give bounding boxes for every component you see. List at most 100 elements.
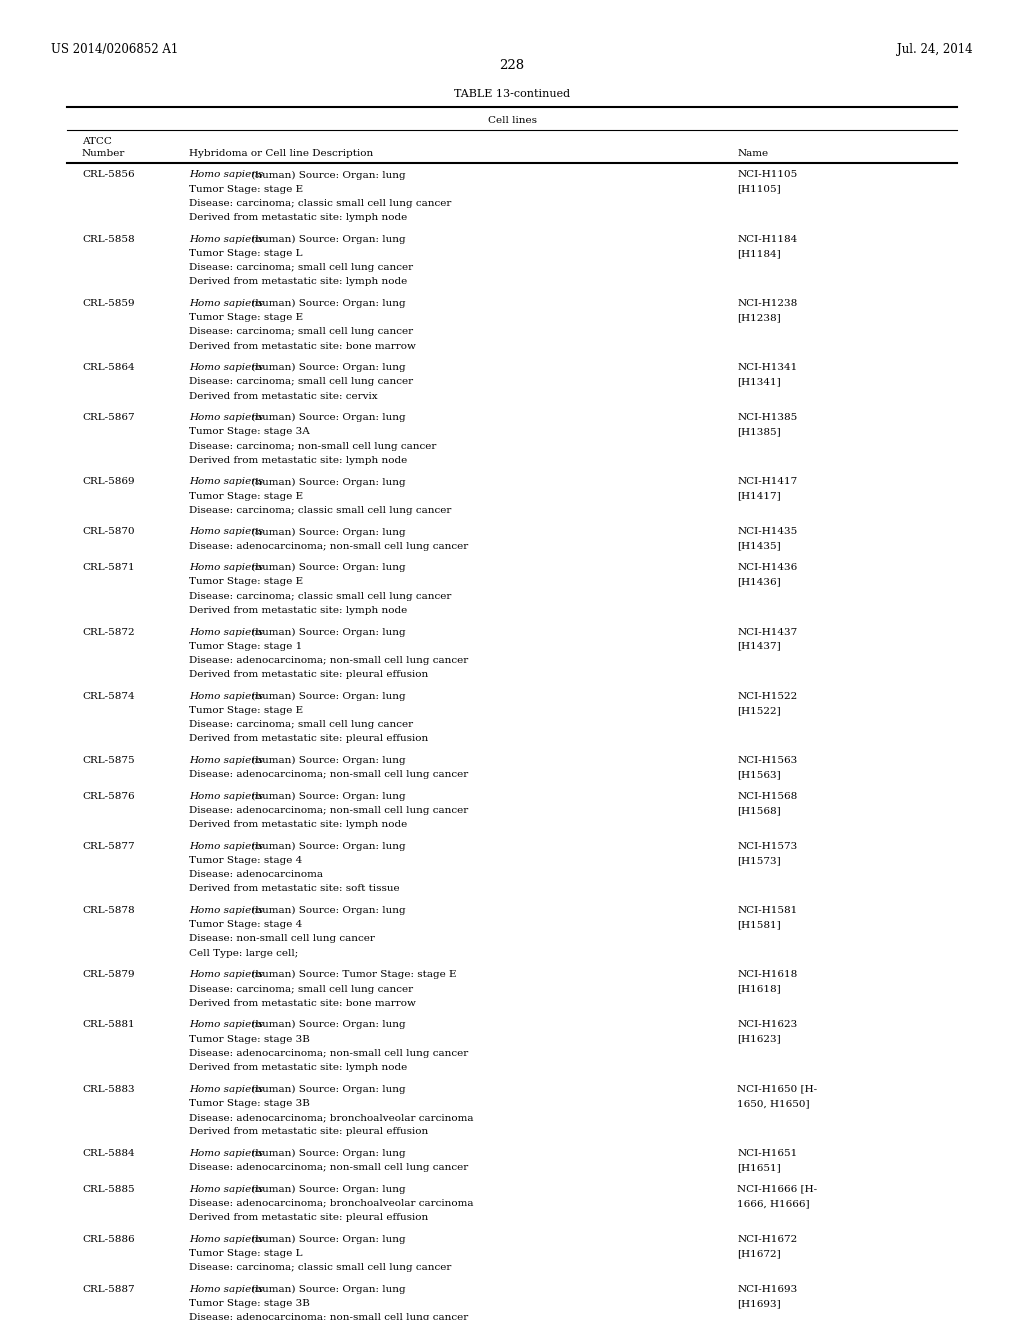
Text: Derived from metastatic site: soft tissue: Derived from metastatic site: soft tissu… (189, 884, 400, 894)
Text: [H1437]: [H1437] (737, 642, 781, 651)
Text: Homo sapiens: Homo sapiens (189, 478, 264, 487)
Text: [H1651]: [H1651] (737, 1163, 781, 1172)
Text: Derived from metastatic site: pleural effusion: Derived from metastatic site: pleural ef… (189, 1213, 429, 1222)
Text: (human) Source: Organ: lung: (human) Source: Organ: lung (249, 170, 407, 180)
Text: [H1623]: [H1623] (737, 1035, 781, 1044)
Text: Derived from metastatic site: lymph node: Derived from metastatic site: lymph node (189, 1063, 408, 1072)
Text: Derived from metastatic site: bone marrow: Derived from metastatic site: bone marro… (189, 342, 417, 351)
Text: Derived from metastatic site: pleural effusion: Derived from metastatic site: pleural ef… (189, 671, 429, 678)
Text: CRL-5872: CRL-5872 (82, 627, 134, 636)
Text: Disease: carcinoma; small cell lung cancer: Disease: carcinoma; small cell lung canc… (189, 327, 414, 337)
Text: NCI-H1436: NCI-H1436 (737, 564, 798, 573)
Text: Derived from metastatic site: lymph node: Derived from metastatic site: lymph node (189, 213, 408, 222)
Text: Disease: carcinoma; small cell lung cancer: Disease: carcinoma; small cell lung canc… (189, 721, 414, 729)
Text: [H1563]: [H1563] (737, 770, 781, 779)
Text: Disease: adenocarcinoma; non-small cell lung cancer: Disease: adenocarcinoma; non-small cell … (189, 807, 469, 814)
Text: CRL-5877: CRL-5877 (82, 842, 134, 851)
Text: [H1522]: [H1522] (737, 706, 781, 715)
Text: [H1672]: [H1672] (737, 1249, 781, 1258)
Text: Homo sapiens: Homo sapiens (189, 363, 264, 372)
Text: Homo sapiens: Homo sapiens (189, 627, 264, 636)
Text: CRL-5876: CRL-5876 (82, 792, 134, 801)
Text: Disease: carcinoma; classic small cell lung cancer: Disease: carcinoma; classic small cell l… (189, 591, 452, 601)
Text: Derived from metastatic site: bone marrow: Derived from metastatic site: bone marro… (189, 999, 417, 1007)
Text: NCI-H1563: NCI-H1563 (737, 756, 798, 766)
Text: Tumor Stage: stage 3B: Tumor Stage: stage 3B (189, 1098, 310, 1107)
Text: CRL-5886: CRL-5886 (82, 1234, 134, 1243)
Text: Homo sapiens: Homo sapiens (189, 756, 264, 766)
Text: Disease: carcinoma; classic small cell lung cancer: Disease: carcinoma; classic small cell l… (189, 1263, 452, 1272)
Text: NCI-H1573: NCI-H1573 (737, 842, 798, 851)
Text: (human) Source: Organ: lung: (human) Source: Organ: lung (249, 528, 407, 537)
Text: CRL-5883: CRL-5883 (82, 1085, 134, 1093)
Text: NCI-H1522: NCI-H1522 (737, 692, 798, 701)
Text: (human) Source: Organ: lung: (human) Source: Organ: lung (249, 1085, 407, 1094)
Text: Homo sapiens: Homo sapiens (189, 692, 264, 701)
Text: Disease: non-small cell lung cancer: Disease: non-small cell lung cancer (189, 935, 376, 944)
Text: CRL-5871: CRL-5871 (82, 564, 134, 573)
Text: [H1238]: [H1238] (737, 313, 781, 322)
Text: ATCC: ATCC (82, 137, 112, 147)
Text: (human) Source: Organ: lung: (human) Source: Organ: lung (249, 906, 407, 915)
Text: CRL-5881: CRL-5881 (82, 1020, 134, 1030)
Text: NCI-H1666 [H-: NCI-H1666 [H- (737, 1184, 817, 1193)
Text: Homo sapiens: Homo sapiens (189, 1020, 264, 1030)
Text: CRL-5879: CRL-5879 (82, 970, 134, 979)
Text: Homo sapiens: Homo sapiens (189, 842, 264, 851)
Text: Homo sapiens: Homo sapiens (189, 235, 264, 244)
Text: (human) Source: Organ: lung: (human) Source: Organ: lung (249, 298, 407, 308)
Text: [H1573]: [H1573] (737, 857, 781, 865)
Text: Homo sapiens: Homo sapiens (189, 1284, 264, 1294)
Text: CRL-5874: CRL-5874 (82, 692, 134, 701)
Text: Tumor Stage: stage E: Tumor Stage: stage E (189, 706, 303, 715)
Text: Homo sapiens: Homo sapiens (189, 564, 264, 573)
Text: Disease: adenocarcinoma; non-small cell lung cancer: Disease: adenocarcinoma; non-small cell … (189, 1049, 469, 1057)
Text: NCI-H1651: NCI-H1651 (737, 1148, 798, 1158)
Text: 1666, H1666]: 1666, H1666] (737, 1199, 810, 1208)
Text: Disease: carcinoma; non-small cell lung cancer: Disease: carcinoma; non-small cell lung … (189, 442, 437, 450)
Text: CRL-5856: CRL-5856 (82, 170, 134, 180)
Text: Homo sapiens: Homo sapiens (189, 906, 264, 915)
Text: NCI-H1184: NCI-H1184 (737, 235, 798, 244)
Text: (human) Source: Organ: lung: (human) Source: Organ: lung (249, 564, 407, 573)
Text: NCI-H1581: NCI-H1581 (737, 906, 798, 915)
Text: 228: 228 (500, 59, 524, 73)
Text: Derived from metastatic site: lymph node: Derived from metastatic site: lymph node (189, 277, 408, 286)
Text: NCI-H1618: NCI-H1618 (737, 970, 798, 979)
Text: (human) Source: Organ: lung: (human) Source: Organ: lung (249, 478, 407, 487)
Text: Disease: adenocarcinoma; non-small cell lung cancer: Disease: adenocarcinoma; non-small cell … (189, 1313, 469, 1320)
Text: Derived from metastatic site: lymph node: Derived from metastatic site: lymph node (189, 820, 408, 829)
Text: Tumor Stage: stage E: Tumor Stage: stage E (189, 313, 303, 322)
Text: (human) Source: Organ: lung: (human) Source: Organ: lung (249, 1234, 407, 1243)
Text: (human) Source: Organ: lung: (human) Source: Organ: lung (249, 756, 407, 766)
Text: 1650, H1650]: 1650, H1650] (737, 1098, 810, 1107)
Text: NCI-H1650 [H-: NCI-H1650 [H- (737, 1085, 817, 1093)
Text: CRL-5885: CRL-5885 (82, 1184, 134, 1193)
Text: Tumor Stage: stage E: Tumor Stage: stage E (189, 491, 303, 500)
Text: Cell Type: large cell;: Cell Type: large cell; (189, 949, 299, 958)
Text: Homo sapiens: Homo sapiens (189, 413, 264, 422)
Text: [H1618]: [H1618] (737, 985, 781, 994)
Text: Disease: carcinoma; classic small cell lung cancer: Disease: carcinoma; classic small cell l… (189, 199, 452, 207)
Text: (human) Source: Organ: lung: (human) Source: Organ: lung (249, 1148, 407, 1158)
Text: Cell lines: Cell lines (487, 116, 537, 125)
Text: NCI-H1417: NCI-H1417 (737, 478, 798, 487)
Text: CRL-5887: CRL-5887 (82, 1284, 134, 1294)
Text: CRL-5870: CRL-5870 (82, 528, 134, 536)
Text: (human) Source: Organ: lung: (human) Source: Organ: lung (249, 792, 407, 801)
Text: (human) Source: Organ: lung: (human) Source: Organ: lung (249, 842, 407, 851)
Text: Name: Name (737, 149, 768, 158)
Text: [H1581]: [H1581] (737, 920, 781, 929)
Text: Homo sapiens: Homo sapiens (189, 1184, 264, 1193)
Text: (human) Source: Tumor Stage: stage E: (human) Source: Tumor Stage: stage E (249, 970, 457, 979)
Text: TABLE 13-continued: TABLE 13-continued (454, 88, 570, 99)
Text: Disease: adenocarcinoma; bronchoalveolar carcinoma: Disease: adenocarcinoma; bronchoalveolar… (189, 1113, 474, 1122)
Text: Tumor Stage: stage 3B: Tumor Stage: stage 3B (189, 1299, 310, 1308)
Text: NCI-H1623: NCI-H1623 (737, 1020, 798, 1030)
Text: Disease: carcinoma; small cell lung cancer: Disease: carcinoma; small cell lung canc… (189, 378, 414, 387)
Text: Homo sapiens: Homo sapiens (189, 1148, 264, 1158)
Text: [H1184]: [H1184] (737, 249, 781, 257)
Text: Tumor Stage: stage 4: Tumor Stage: stage 4 (189, 920, 303, 929)
Text: Tumor Stage: stage 3A: Tumor Stage: stage 3A (189, 428, 310, 437)
Text: Tumor Stage: stage L: Tumor Stage: stage L (189, 249, 303, 257)
